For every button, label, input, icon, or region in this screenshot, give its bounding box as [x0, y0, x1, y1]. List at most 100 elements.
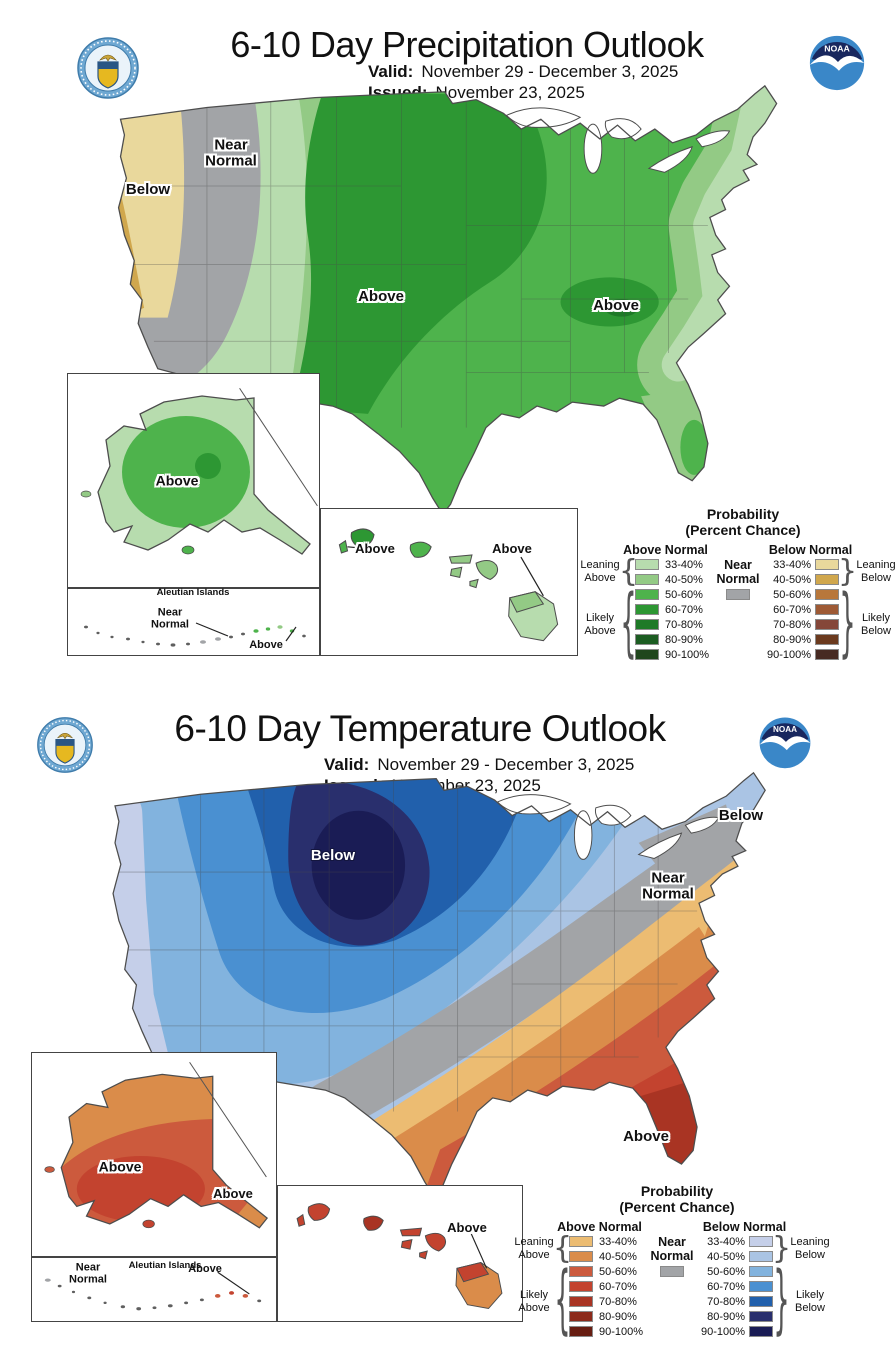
- temp-alaska-inset: [31, 1052, 277, 1257]
- big-island-nw: [456, 1262, 490, 1283]
- legend-title: Probability: [706, 506, 780, 522]
- map-label-aleutian-title: Aleutian Islands: [128, 1260, 202, 1272]
- precip-region-florida-50-60: [680, 419, 708, 475]
- kahoolawe: [419, 1250, 428, 1260]
- precip-alaska-50-60: [122, 416, 250, 528]
- map-label-aleutian-above: Above: [188, 1263, 222, 1276]
- map-label-aleutian-near-normal: Near Normal: [69, 1261, 107, 1285]
- temp-conus-map: [112, 771, 766, 1199]
- map-label-hawaii-above-east: Above: [492, 541, 532, 557]
- legend-chip: [749, 1236, 773, 1247]
- noaa-logo-text: NOAA: [824, 43, 850, 53]
- legend-leaning-above: Leaning Above: [514, 1236, 554, 1261]
- legend-chip: [815, 619, 839, 630]
- legend-subtitle: (Percent Chance): [685, 522, 801, 538]
- map-label-alaska-above-panhandle: Above: [213, 1186, 253, 1202]
- oahu: [363, 1215, 384, 1231]
- legend-leaning-above: Leaning Above: [580, 559, 620, 584]
- great-lakes: [505, 107, 731, 174]
- map-label-aleutian-title: Aleutian Islands: [156, 587, 230, 599]
- map-label-above-se: Above: [623, 1128, 669, 1146]
- legend-chip: [749, 1326, 773, 1337]
- map-label-alaska-above: Above: [98, 1158, 142, 1175]
- oahu: [409, 541, 432, 558]
- temp-region-near-normal-ne: [638, 800, 760, 892]
- legend-chip: [569, 1266, 593, 1277]
- precip-region-below-33-40: [118, 85, 185, 318]
- temperature-panel: NOAA 6-10 Day Temperature Outlook Valid:…: [0, 680, 896, 1366]
- niihau: [338, 539, 349, 554]
- legend-chip: [569, 1311, 593, 1322]
- legend-chip: [635, 574, 659, 585]
- precip-alaska-60-70: [195, 453, 221, 479]
- maui: [475, 560, 499, 581]
- legend-above-header: Above Normal: [623, 542, 708, 557]
- legend-chip: [749, 1251, 773, 1262]
- kauai: [350, 528, 375, 548]
- map-label-above-east: Above: [593, 297, 639, 315]
- great-lakes: [496, 794, 720, 860]
- legend-likely-below: Likely Below: [861, 611, 891, 637]
- precip-region-ky-70-80: [604, 299, 639, 317]
- temp-region-florida-70-80: [634, 1078, 703, 1172]
- maui: [424, 1232, 447, 1252]
- legend-chip: [635, 619, 659, 630]
- legend-chip: [569, 1251, 593, 1262]
- precip-title: 6-10 Day Precipitation Outlook: [230, 24, 704, 65]
- precip-region-dark-band-60-70: [291, 91, 547, 414]
- precip-legend: Probability (Percent Chance) Above Norma…: [578, 506, 896, 662]
- legend-chip: [815, 559, 839, 570]
- precipitation-panel: NOAA 6-10 Day Precipitation Outlook Vali…: [0, 0, 896, 680]
- temp-region-navy-90-100: [311, 810, 406, 920]
- legend-likely-above: Likely Above: [518, 1288, 550, 1314]
- map-label-aleutian-near-normal: Near Normal: [151, 606, 189, 630]
- legend-likely-above: Likely Above: [584, 611, 616, 637]
- legend-subtitle: (Percent Chance): [619, 1199, 735, 1215]
- map-label-near-normal-ne: Near Normal: [642, 869, 694, 902]
- kauai: [307, 1203, 331, 1221]
- legend-near-normal: Near Normal: [650, 1235, 694, 1263]
- legend-below-header: Below Normal: [702, 1219, 787, 1234]
- temp-aleutian-inset: [31, 1257, 277, 1322]
- legend-chip: [569, 1326, 593, 1337]
- svg-text:NOAA: NOAA: [773, 725, 797, 734]
- legend-chip: [815, 574, 839, 585]
- map-label-above-center: Above: [358, 288, 404, 306]
- state-borders: [115, 778, 698, 1112]
- molokai: [399, 1227, 423, 1237]
- legend-chip: [815, 604, 839, 615]
- map-label-below-west: Below: [125, 181, 171, 199]
- legend-chip: [635, 604, 659, 615]
- legend-title: Probability: [640, 1183, 714, 1199]
- legend-chip: [569, 1296, 593, 1307]
- legend-above-header: Above Normal: [557, 1219, 642, 1234]
- noaa-logo: NOAA: [759, 717, 811, 769]
- legend-near-normal: Near Normal: [716, 558, 760, 586]
- us-outline: [112, 771, 766, 1199]
- doc-eagle: [99, 54, 117, 62]
- noaa-logo: NOAA: [809, 35, 865, 91]
- legend-chip: [635, 634, 659, 645]
- molokai: [448, 554, 473, 564]
- kahoolawe: [469, 578, 479, 589]
- map-label-hawaii-above: Above: [447, 1220, 487, 1236]
- map-label-below-core: Below: [310, 847, 356, 865]
- lanai: [449, 566, 463, 579]
- legend-leaning-below: Leaning Below: [790, 1236, 830, 1261]
- legend-chip: [749, 1266, 773, 1277]
- legend-likely-below: Likely Below: [795, 1288, 825, 1314]
- doc-seal-logo: [77, 37, 139, 99]
- legend-leaning-below: Leaning Below: [856, 559, 896, 584]
- legend-chip: [749, 1296, 773, 1307]
- precip-region-eastcoast-33-40: [661, 85, 777, 382]
- map-label-near-normal-nw: Near Normal: [205, 136, 257, 169]
- map-label-below-ne: Below: [718, 807, 764, 825]
- legend-chip: [635, 589, 659, 600]
- niihau: [296, 1213, 306, 1227]
- legend-chip-near: [660, 1266, 684, 1277]
- temp-title: 6-10 Day Temperature Outlook: [174, 708, 666, 749]
- temp-hawaii-inset: [277, 1185, 523, 1322]
- legend-chip: [815, 649, 839, 660]
- legend-chip: [815, 589, 839, 600]
